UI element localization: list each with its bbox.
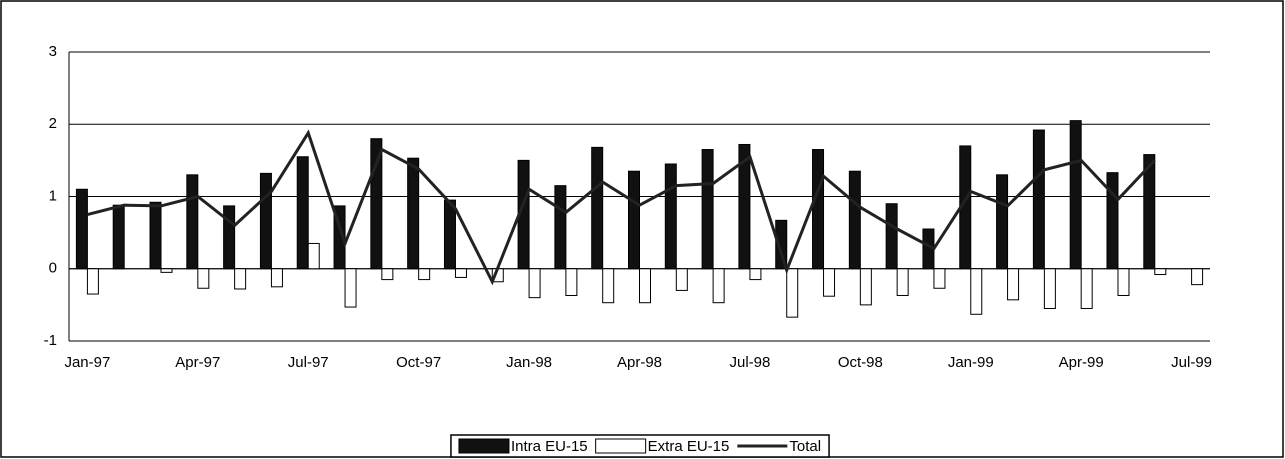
- bar: [675, 268, 688, 291]
- bar: [848, 170, 861, 270]
- x-tick-label: Jul-99: [1171, 354, 1212, 371]
- bar: [812, 149, 825, 270]
- bar: [381, 268, 394, 281]
- bar: [664, 163, 677, 270]
- bar: [528, 268, 541, 299]
- x-tick-label: Oct-98: [838, 354, 883, 371]
- bar: [565, 268, 578, 296]
- bar: [86, 268, 99, 295]
- bar: [407, 157, 420, 270]
- legend-label: Total: [789, 438, 821, 455]
- bar: [896, 268, 909, 296]
- bar: [591, 146, 604, 270]
- bar: [1080, 268, 1093, 309]
- bar: [859, 268, 872, 306]
- legend-label: Extra EU-15: [648, 438, 730, 455]
- bar: [1117, 268, 1130, 296]
- bar: [454, 268, 467, 278]
- bar: [75, 188, 88, 270]
- bar: [775, 219, 788, 270]
- x-tick-label: Jul-98: [729, 354, 770, 371]
- bar: [786, 268, 799, 318]
- y-tick-label: 1: [49, 187, 57, 204]
- bar: [1032, 129, 1045, 270]
- legend-swatch: [595, 438, 647, 454]
- bar: [344, 268, 357, 308]
- bar: [1154, 268, 1167, 276]
- x-tick-label: Oct-97: [396, 354, 441, 371]
- bar: [186, 174, 199, 270]
- bar: [738, 143, 751, 270]
- x-tick-label: Apr-99: [1059, 354, 1104, 371]
- bar: [112, 204, 125, 270]
- bar: [1043, 268, 1056, 309]
- bar: [749, 268, 762, 281]
- bar: [628, 170, 640, 270]
- bar: [554, 185, 567, 270]
- bar: [197, 268, 210, 289]
- bar: [970, 268, 983, 315]
- bar: [259, 172, 272, 270]
- bar: [885, 203, 898, 270]
- bar: [443, 199, 456, 270]
- bar: [307, 242, 320, 270]
- bar: [996, 174, 1009, 270]
- bar: [712, 268, 725, 304]
- bar: [160, 268, 173, 273]
- bar: [296, 156, 309, 270]
- x-tick-label: Jan-99: [948, 354, 994, 371]
- bar: [333, 205, 346, 270]
- bar: [933, 268, 946, 289]
- bar: [370, 138, 383, 270]
- legend-label: Intra EU-15: [511, 438, 588, 455]
- x-tick-label: Jan-97: [64, 354, 110, 371]
- bar: [149, 201, 162, 270]
- bar: [1143, 154, 1156, 270]
- y-tick-label: 3: [49, 43, 57, 60]
- legend-swatch: [458, 438, 510, 454]
- bar: [602, 268, 615, 304]
- x-tick-label: Jan-98: [506, 354, 552, 371]
- bar: [223, 205, 236, 270]
- bar: [823, 268, 836, 297]
- bar: [1106, 172, 1119, 270]
- bar: [234, 268, 247, 290]
- y-tick-label: 0: [49, 260, 57, 277]
- bar: [270, 268, 283, 288]
- y-tick-label: -1: [44, 332, 57, 349]
- bar: [701, 149, 714, 270]
- bar: [1191, 268, 1204, 286]
- y-tick-label: 2: [49, 115, 57, 132]
- bar: [1069, 120, 1082, 270]
- x-tick-label: Apr-97: [175, 354, 220, 371]
- bar: [418, 268, 431, 281]
- bar: [639, 268, 651, 304]
- x-tick-label: Jul-97: [288, 354, 329, 371]
- x-tick-label: Apr-98: [617, 354, 662, 371]
- bar: [1007, 268, 1020, 301]
- line: [87, 129, 1156, 286]
